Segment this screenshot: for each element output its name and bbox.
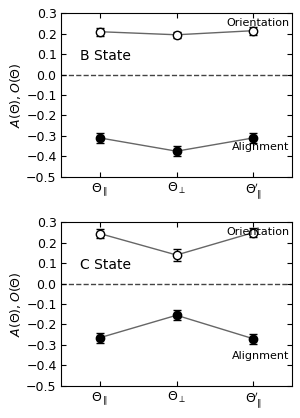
Text: Alignment: Alignment	[232, 142, 290, 152]
Text: Alignment: Alignment	[232, 351, 290, 361]
Text: Orientation: Orientation	[226, 18, 290, 28]
Text: Orientation: Orientation	[226, 227, 290, 237]
Text: C State: C State	[80, 258, 131, 272]
Text: B State: B State	[80, 49, 131, 63]
Y-axis label: $A(\Theta),O(\Theta)$: $A(\Theta),O(\Theta)$	[8, 62, 23, 128]
Y-axis label: $A(\Theta),O(\Theta)$: $A(\Theta),O(\Theta)$	[8, 271, 23, 337]
